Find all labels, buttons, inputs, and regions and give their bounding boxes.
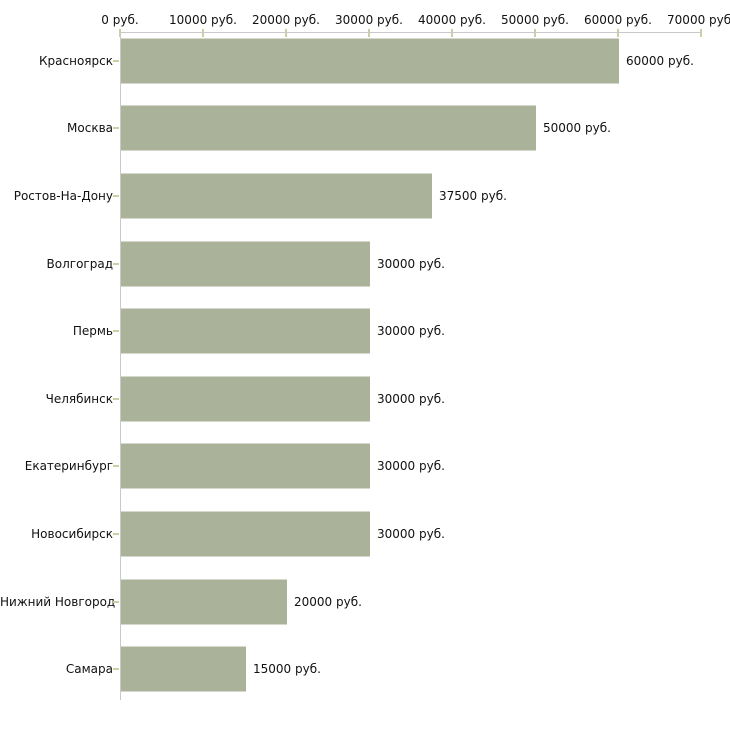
category-tick-mark (113, 330, 119, 333)
category-label: Волгоград (46, 256, 113, 271)
bar-row: Волгоград 30000 руб. (0, 230, 730, 298)
category-tick-mark (113, 668, 119, 671)
category-label: Челябинск (45, 391, 113, 406)
bar (121, 579, 287, 625)
category-tick-mark (113, 262, 119, 265)
bar-row: Пермь 30000 руб. (0, 297, 730, 365)
category-tick-mark (113, 465, 119, 468)
bar-value-label: 30000 руб. (377, 391, 445, 406)
bar (121, 308, 370, 354)
category-label: Красноярск (39, 53, 113, 68)
category-tick-mark (113, 59, 119, 62)
category-tick-mark (113, 532, 119, 535)
x-tick-mark (617, 29, 619, 37)
x-tick-label: 40000 руб. (418, 13, 486, 27)
category-label: Новосибирск (31, 526, 113, 541)
x-tick-label: 0 руб. (101, 13, 139, 27)
bar-row: Нижний Новгород 20000 руб. (0, 568, 730, 636)
category-label: Нижний Новгород (0, 594, 116, 609)
bar-row: Челябинск 30000 руб. (0, 365, 730, 433)
bar-row: Новосибирск 30000 руб. (0, 500, 730, 568)
x-tick-label: 20000 руб. (252, 13, 320, 27)
bar (121, 173, 432, 219)
category-label: Самара (65, 662, 113, 677)
bar-value-label: 50000 руб. (543, 121, 611, 136)
x-tick-label: 70000 руб. (667, 13, 730, 27)
category-tick-mark (113, 600, 119, 603)
x-tick-mark (368, 29, 370, 37)
y-axis-line (120, 32, 121, 700)
bar-value-label: 37500 руб. (439, 188, 507, 203)
x-tick-label: 10000 руб. (169, 13, 237, 27)
x-tick-mark (202, 29, 204, 37)
bar-row: Красноярск 60000 руб. (0, 27, 730, 95)
x-tick-mark (534, 29, 536, 37)
x-tick-mark (451, 29, 453, 37)
x-tick-label: 60000 руб. (584, 13, 652, 27)
bar (121, 38, 619, 84)
category-label: Ростов-На-Дону (13, 188, 113, 203)
bar (121, 511, 370, 557)
bar (121, 443, 370, 489)
bar-row: Москва 50000 руб. (0, 95, 730, 163)
plot-area: Красноярск 60000 руб. Москва 50000 руб. Рост… (0, 27, 730, 703)
x-tick-mark (700, 29, 702, 37)
bar-value-label: 30000 руб. (377, 324, 445, 339)
category-label: Пермь (72, 324, 113, 339)
category-label: Москва (67, 121, 113, 136)
bar-row: Ростов-На-Дону 37500 руб. (0, 162, 730, 230)
bar-value-label: 30000 руб. (377, 526, 445, 541)
bar (121, 646, 246, 692)
bar-value-label: 60000 руб. (626, 53, 694, 68)
bar (121, 105, 536, 151)
x-tick-mark (285, 29, 287, 37)
category-label: Екатеринбург (24, 459, 113, 474)
category-tick-mark (113, 397, 119, 400)
bar-value-label: 30000 руб. (377, 459, 445, 474)
bar (121, 241, 370, 287)
x-axis-line (120, 32, 702, 33)
bar (121, 376, 370, 422)
bar-value-label: 30000 руб. (377, 256, 445, 271)
bar-value-label: 20000 руб. (294, 594, 362, 609)
category-tick-mark (113, 194, 119, 197)
x-tick-label: 30000 руб. (335, 13, 403, 27)
x-tick-label: 50000 руб. (501, 13, 569, 27)
bar-row: Екатеринбург 30000 руб. (0, 433, 730, 501)
category-tick-mark (113, 127, 119, 130)
bar-value-label: 15000 руб. (253, 662, 321, 677)
bar-row: Самара 15000 руб. (0, 635, 730, 703)
